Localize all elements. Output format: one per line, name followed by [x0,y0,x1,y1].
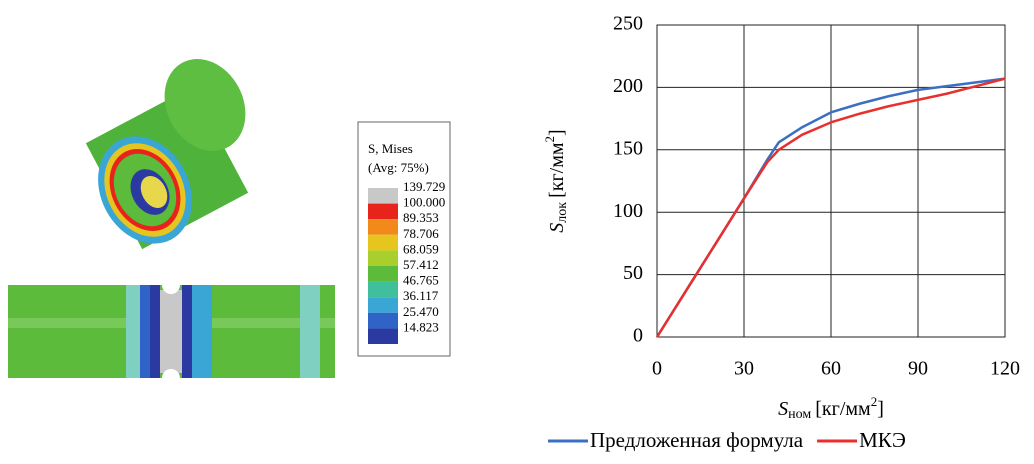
legend-level: 100.000 [403,195,445,210]
legend-level: 78.706 [403,226,439,241]
x-tick-label: 30 [734,358,754,380]
figure: S, Mises (Avg: 75%) 139.729100.00089.353… [0,0,1034,459]
legend-swatch [368,328,398,344]
x-tick-label: 120 [990,358,1020,380]
legend-swatch [368,313,398,329]
x-tick-label: 90 [908,358,928,380]
axis-label-part: лок [555,202,570,223]
y-tick-label: 250 [613,13,643,35]
fem-model-side [8,276,335,387]
legend-swatch [368,219,398,235]
legend-swatch [368,266,398,282]
axis-label-part: S [546,223,568,233]
x-axis-label: Sном[кг/мм2] [778,394,884,422]
legend-level: 57.412 [403,257,439,272]
legend-label: Предложенная формула [590,428,804,452]
legend-swatch [368,282,398,298]
axis-label-part: ] [877,398,884,420]
legend-level: 14.823 [403,319,439,334]
contour-legend: S, Mises (Avg: 75%) 139.729100.00089.353… [358,122,450,356]
y-tick-label: 200 [613,75,643,97]
x-tick-label: 0 [652,358,662,380]
legend-level: 46.765 [403,273,439,288]
y-tick-label: 50 [623,262,643,284]
axis-label-part: [кг/мм [815,398,871,420]
legend-level: 68.059 [403,241,439,256]
axis-label-part: [кг/мм [546,142,568,198]
legend-swatch [368,188,398,204]
legend-level: 25.470 [403,304,439,319]
y-axis-label: Sлок[кг/мм2] [542,129,570,232]
y-tick-label: 0 [633,325,643,347]
y-tick-label: 150 [613,137,643,159]
legend-level: 36.117 [403,288,439,303]
legend-title: S, Mises [368,141,413,156]
legend-subtitle: (Avg: 75%) [368,160,429,175]
legend-swatch [368,297,398,313]
legend-swatch [368,250,398,266]
legend-level: 139.729 [403,179,445,194]
axis-label-part: ном [788,407,811,422]
fem-model-3d [80,45,261,260]
legend-swatch [368,204,398,220]
legend-label: МКЭ [859,428,906,452]
legend-level: 89.353 [403,210,439,225]
x-tick-label: 60 [821,358,841,380]
axis-label-part: ] [546,129,568,136]
y-tick-label: 100 [613,200,643,222]
axis-label-part: S [778,398,788,420]
legend-swatch [368,235,398,251]
